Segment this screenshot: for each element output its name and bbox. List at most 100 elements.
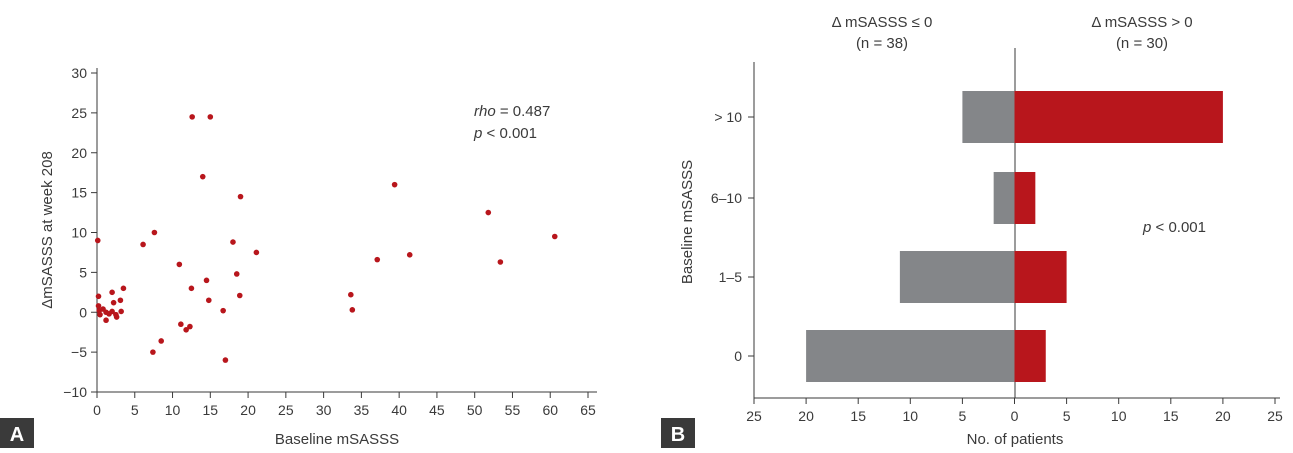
scatter-point [178, 321, 184, 328]
panel-a-x-tick-label: 45 [429, 402, 445, 418]
panel-a-y-axis-title: ΔmSASSS at week 208 [39, 151, 56, 309]
panel-b-letter: B [671, 424, 685, 446]
scatter-point [188, 285, 195, 292]
panel-a-p-value: < 0.001 [482, 125, 537, 142]
scatter-point [95, 293, 102, 300]
panel-b-category-label: > 10 [714, 109, 742, 125]
panel-b-x-tick-label: 5 [959, 408, 967, 424]
scatter-point [348, 291, 354, 298]
scatter-point [140, 241, 146, 248]
bar-change-le-0 [993, 172, 1015, 224]
rho-annotation: rho = 0.487 [474, 103, 550, 120]
panel-a-y-ticks: −10 −5 0 5 10 15 20 25 30 [63, 65, 97, 400]
legend-left-n: (n = 38) [856, 35, 908, 52]
scatter-point [187, 323, 193, 330]
scatter-point [485, 209, 492, 216]
bar-change-le-0 [899, 251, 1015, 303]
panel-b-x-axis-title: No. of patients [967, 431, 1064, 448]
panel-b-badge [661, 418, 695, 448]
scatter-point [233, 271, 240, 277]
scatter-point [199, 173, 206, 180]
bar-change-le-0 [806, 330, 1015, 382]
scatter-point [109, 289, 115, 296]
scatter-point [205, 297, 212, 304]
scatter-point [103, 317, 109, 324]
legend-left-name: Δ mSASSS ≤ 0 [832, 14, 933, 31]
scatter-point [222, 357, 229, 363]
scatter-point [97, 311, 103, 318]
panel-a-y-tick-label: −10 [63, 384, 87, 400]
panel-b-x-tick-label: 25 [1267, 408, 1283, 424]
scatter-point [117, 297, 124, 304]
scatter-point [189, 114, 195, 120]
panel-a-scatter: −10 −5 0 5 10 15 20 25 30 0 5 10 15 20 25 30 35 40 45 50 55… [0, 65, 597, 448]
scatter-point [118, 308, 124, 315]
panel-b-x-tick-label: 5 [1063, 408, 1071, 424]
scatter-point [236, 292, 243, 299]
bar-change-gt-0 [1014, 251, 1067, 303]
panel-a-x-tick-label: 50 [467, 402, 483, 418]
scatter-point [349, 307, 356, 313]
panel-a-y-tick-label: 0 [79, 304, 87, 320]
panel-b-p-value: < 0.001 [1151, 219, 1206, 236]
panel-a-x-tick-label: 35 [354, 402, 370, 418]
panel-a-x-tick-label: 20 [240, 402, 256, 418]
panel-b-x-tick-label: 10 [903, 408, 919, 424]
panel-a-y-tick-label: 15 [71, 185, 87, 201]
scatter-point [374, 256, 381, 263]
panel-b-category-label: 1–5 [719, 269, 743, 285]
scatter-point [158, 338, 165, 344]
panel-b-category-label: 6–10 [711, 190, 742, 206]
scatter-point [183, 326, 189, 333]
panel-a-y-tick-label: 20 [71, 145, 87, 161]
panel-a-x-tick-label: 25 [278, 402, 294, 418]
rho-value: = 0.487 [496, 103, 551, 120]
panel-a-badge [0, 418, 34, 448]
panel-a-x-ticks: 0 5 10 15 20 25 30 35 40 45 50 55 60 65 [93, 392, 596, 418]
panel-b-x-tick-label: 20 [798, 408, 814, 424]
panel-b-p-label: p [1142, 219, 1151, 236]
bar-change-le-0 [962, 91, 1015, 143]
scatter-point [391, 181, 398, 188]
rho-label: rho [474, 103, 496, 120]
bar-change-gt-0 [1014, 172, 1036, 224]
panel-a-x-tick-label: 0 [93, 402, 101, 418]
panel-b-x-tick-label: 15 [1163, 408, 1179, 424]
panel-b-y-axis-title: Baseline mSASSS [679, 160, 696, 284]
scatter-point [497, 259, 504, 265]
bar-change-gt-0 [1014, 91, 1223, 143]
scatter-point [150, 349, 156, 355]
panel-b-x-tick-label: 10 [1111, 408, 1127, 424]
panel-a-y-tick-label: 5 [79, 264, 87, 280]
scatter-point [95, 303, 102, 309]
scatter-point [237, 193, 244, 200]
panel-b-x-tick-label: 20 [1215, 408, 1231, 424]
panel-b-category-label: 0 [734, 348, 742, 364]
scatter-point [113, 314, 120, 320]
panel-b-x-ticks: 25 20 15 10 5 0 5 10 15 20 25 [746, 398, 1283, 424]
panel-a-x-tick-label: 40 [391, 402, 407, 418]
scatter-point [230, 239, 236, 245]
panel-b-x-tick-label: 15 [850, 408, 866, 424]
panel-a-x-tick-label: 65 [580, 402, 596, 418]
panel-b-bars [806, 91, 1223, 382]
panel-a-points [94, 114, 558, 363]
panel-a-x-tick-label: 30 [316, 402, 332, 418]
panel-a-y-tick-label: −5 [71, 344, 87, 360]
legend-right-n: (n = 30) [1116, 35, 1168, 52]
panel-b-bar-chart: > 10 6–10 1–5 0 25 20 15 10 5 0 5 10 15 20 25 No. of … [661, 14, 1283, 448]
scatter-point [151, 229, 158, 236]
panel-a-x-axis-title: Baseline mSASSS [275, 431, 399, 448]
panel-a-p-label: p [473, 125, 482, 142]
bar-change-gt-0 [1014, 330, 1046, 382]
scatter-point [120, 285, 127, 292]
panel-b-p-annotation: p < 0.001 [1142, 219, 1206, 236]
panel-b-x-tick-label: 25 [746, 408, 762, 424]
scatter-point [94, 237, 101, 244]
panel-a-y-tick-label: 10 [71, 225, 87, 241]
panel-a-y-tick-label: 30 [71, 65, 87, 81]
legend-right-name: Δ mSASSS > 0 [1091, 14, 1192, 31]
panel-a-x-tick-label: 10 [165, 402, 181, 418]
